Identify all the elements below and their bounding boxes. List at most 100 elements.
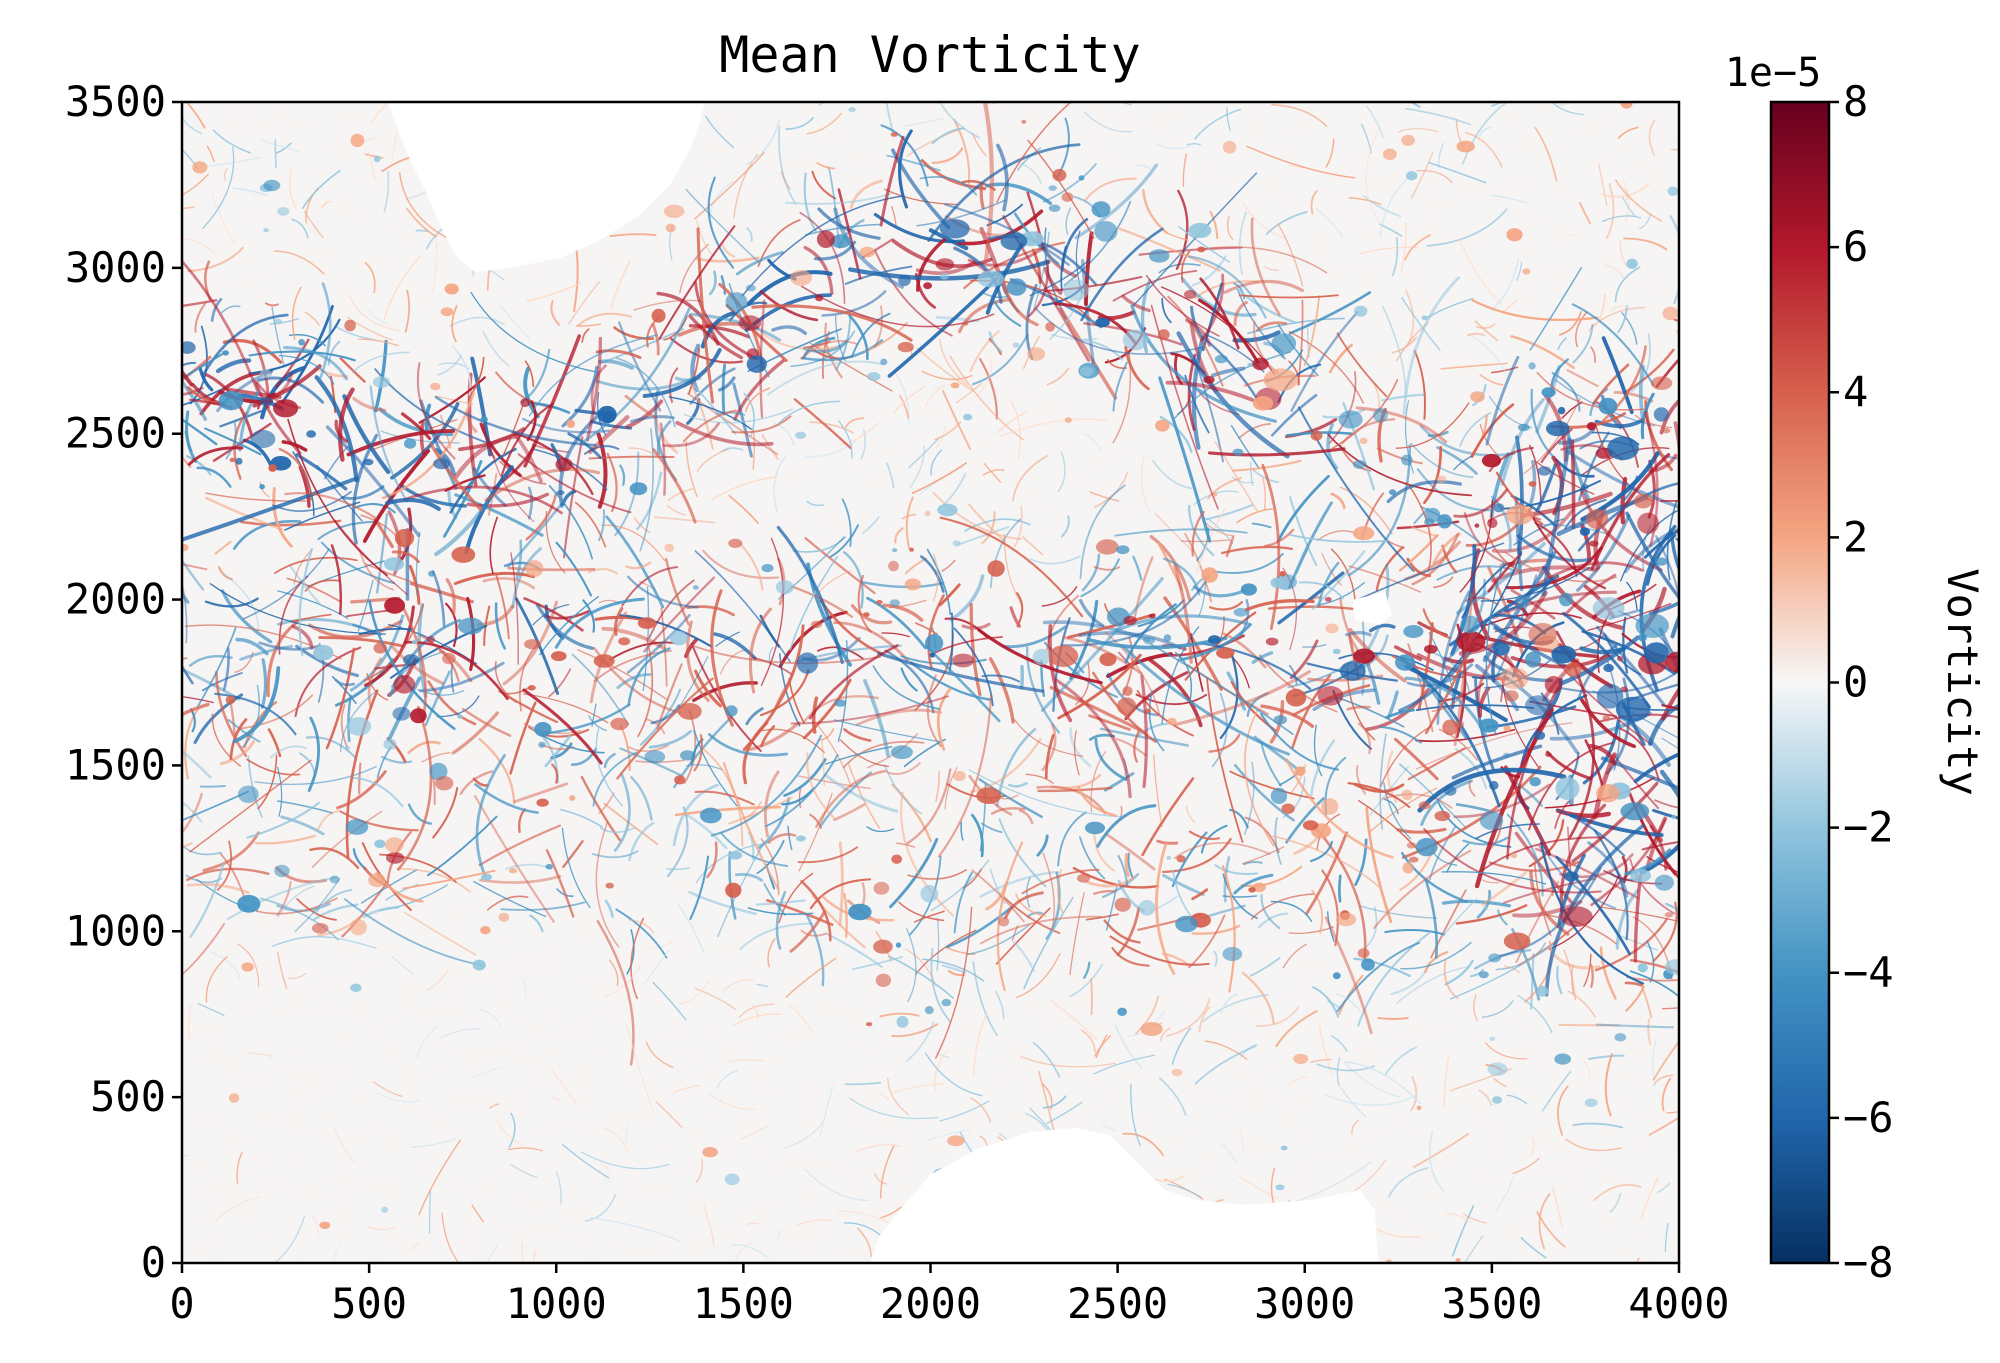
vorticity-filament [907, 869, 967, 880]
vorticity-filament [1016, 592, 1024, 628]
vorticity-filament [276, 881, 292, 917]
vorticity-filament [1094, 737, 1128, 781]
vorticity-eddy [738, 315, 762, 331]
vorticity-filament [904, 117, 944, 127]
vorticity-eddy [1528, 481, 1537, 487]
vorticity-filament [1655, 535, 1679, 601]
vorticity-eddy [349, 919, 367, 936]
vorticity-eddy [873, 939, 893, 954]
vorticity-filament [927, 143, 1081, 242]
vorticity-filament [1130, 304, 1277, 423]
vorticity-filament [601, 524, 666, 562]
vorticity-eddy [1503, 932, 1531, 950]
vorticity-filament [1629, 970, 1679, 998]
vorticity-filament [1400, 851, 1468, 904]
vorticity-filament [1485, 355, 1520, 446]
vorticity-filament [1238, 422, 1272, 440]
vorticity-eddy [1353, 648, 1375, 664]
vorticity-filament [968, 503, 1007, 543]
vorticity-filament [911, 462, 967, 495]
vorticity-filament [1481, 1000, 1514, 1019]
vorticity-filament [979, 915, 1102, 945]
vorticity-filament [998, 794, 1019, 800]
vorticity-filament [1173, 564, 1193, 664]
vorticity-filament [841, 498, 852, 547]
vorticity-filament [1615, 888, 1640, 950]
vorticity-filament [890, 205, 897, 227]
vorticity-filament [784, 1118, 825, 1149]
vorticity-filament [443, 460, 483, 538]
vorticity-eddy [1336, 912, 1357, 927]
vorticity-filament [1423, 445, 1443, 505]
vorticity-filament [837, 188, 862, 280]
vorticity-filament [266, 620, 299, 698]
vorticity-filament [695, 1158, 704, 1183]
land-mask-south [700, 1128, 1378, 1263]
vorticity-eddy [1565, 662, 1582, 677]
vorticity-filament [603, 1128, 629, 1152]
vorticity-filament [441, 1212, 460, 1263]
vorticity-filament [320, 541, 396, 585]
vorticity-filament [1497, 909, 1508, 926]
vorticity-eddy [1163, 634, 1172, 642]
vorticity-filament [248, 350, 356, 362]
vorticity-filament [383, 255, 421, 321]
vorticity-filament [1114, 1024, 1143, 1069]
vorticity-filament [816, 162, 836, 170]
vorticity-filament [1239, 1127, 1245, 1152]
vorticity-filament [1105, 886, 1118, 931]
vorticity-filament [803, 245, 834, 295]
vorticity-filament [1044, 733, 1055, 779]
vorticity-filament [1488, 860, 1581, 872]
vorticity-filament [619, 464, 626, 486]
vorticity-filament [241, 684, 260, 749]
vorticity-filament [1260, 704, 1315, 728]
vorticity-filament [849, 1097, 939, 1120]
vorticity-eddy [924, 1006, 934, 1015]
vorticity-filament [1229, 770, 1315, 800]
vorticity-eddy [228, 1093, 240, 1103]
vorticity-filament [707, 176, 735, 269]
vorticity-filament [1246, 145, 1356, 179]
vorticity-filament [927, 594, 945, 669]
vorticity-filament [525, 493, 557, 541]
vorticity-filament [182, 418, 218, 446]
vorticity-filament [535, 603, 595, 650]
vorticity-filament [899, 791, 955, 917]
vorticity-filament [1498, 867, 1602, 958]
vorticity-filament [1377, 1228, 1422, 1238]
vorticity-eddy [1598, 397, 1618, 415]
vorticity-eddy [1401, 454, 1413, 466]
vorticity-filament [881, 632, 910, 638]
vorticity-filament [1140, 454, 1151, 512]
vorticity-filament [993, 301, 1022, 327]
vorticity-filament [301, 169, 341, 210]
vorticity-filament [879, 135, 905, 227]
vorticity-filament [1493, 1077, 1507, 1088]
vorticity-filament [719, 649, 746, 675]
vorticity-filament [182, 361, 197, 367]
vorticity-filament [595, 727, 623, 807]
vorticity-eddy [976, 787, 1002, 804]
vorticity-eddy [923, 282, 932, 290]
vorticity-filament [1014, 719, 1083, 757]
vorticity-filament [1468, 780, 1476, 797]
vorticity-filament [271, 306, 286, 368]
vorticity-filament [1648, 600, 1679, 616]
vorticity-filament [722, 761, 780, 891]
vorticity-eddy [1140, 1022, 1163, 1036]
vorticity-filament [720, 832, 789, 867]
vorticity-filament [1398, 534, 1439, 572]
vorticity-filament [915, 260, 976, 276]
vorticity-filament [843, 892, 848, 938]
vorticity-filament [905, 768, 952, 845]
vorticity-eddy [848, 107, 856, 113]
vorticity-filament [723, 979, 755, 992]
vorticity-filament [971, 813, 984, 858]
vorticity-filament [1375, 546, 1404, 592]
vorticity-filament [818, 570, 852, 593]
vorticity-filament [1115, 737, 1147, 757]
vorticity-filament [982, 469, 1005, 476]
vorticity-eddy [1197, 246, 1206, 253]
vorticity-filament [354, 502, 396, 514]
